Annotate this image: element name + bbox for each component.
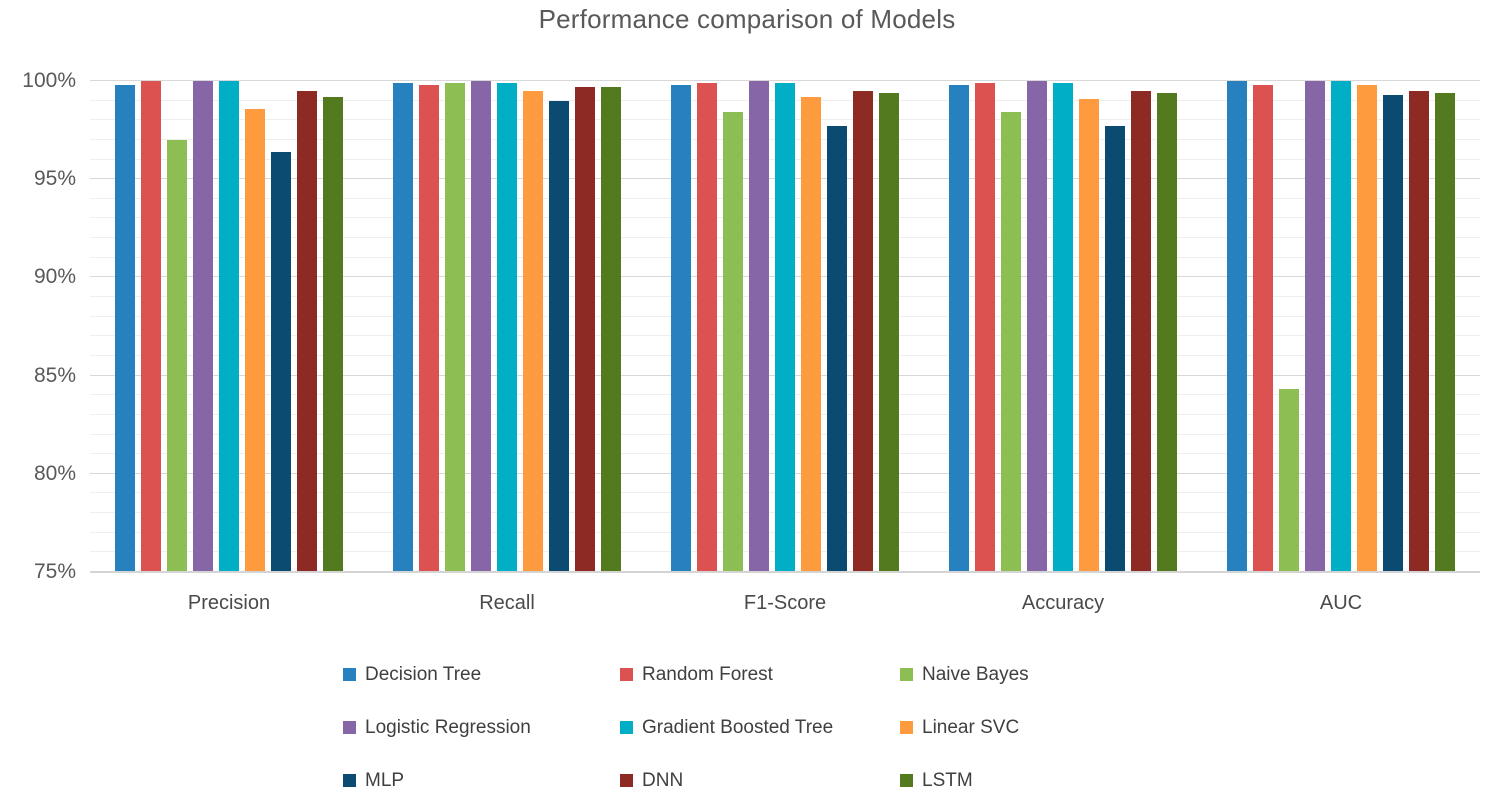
x-tick-auc: AUC [1319, 592, 1363, 614]
x-axis-labels: Precision Recall F1-Score Accuracy AUC [90, 592, 1480, 615]
bar-dnn-f1-score [853, 90, 873, 572]
bar-lstm-f1-score [879, 92, 899, 572]
bar-mlp-precision [271, 151, 291, 572]
legend-swatch-dnn [620, 774, 633, 787]
bar-logistic-regression-f1-score [749, 81, 769, 572]
bar-naive-bayes-precision [167, 139, 187, 572]
bar-gradient-boosted-tree-accuracy [1053, 82, 1073, 572]
legend-item-decision-tree: Decision Tree [343, 664, 620, 686]
legend-item-linear-svc: Linear SVC [900, 717, 1160, 739]
y-tick-95pct: 95% [33, 167, 76, 191]
plot-area [90, 80, 1480, 573]
legend-item-logistic-regression: Logistic Regression [343, 717, 620, 739]
bar-logistic-regression-accuracy [1027, 81, 1047, 572]
bar-logistic-regression-auc [1305, 81, 1325, 572]
bar-lstm-accuracy [1157, 92, 1177, 572]
bar-dnn-precision [297, 90, 317, 572]
y-tick-90pct: 90% [33, 265, 76, 289]
y-tick-80pct: 80% [33, 461, 76, 485]
y-tick-75pct: 75% [33, 560, 76, 583]
legend-swatch-linear-svc [900, 721, 913, 734]
legend-swatch-naive-bayes [900, 668, 913, 681]
bar-decision-tree-precision [115, 84, 135, 572]
bar-mlp-accuracy [1105, 126, 1125, 572]
bar-logistic-regression-recall [471, 81, 491, 572]
bar-decision-tree-f1-score [671, 84, 691, 572]
bar-gradient-boosted-tree-auc [1331, 81, 1351, 572]
legend-label-dnn: DNN [642, 769, 684, 791]
bar-group-accuracy [924, 81, 1202, 572]
legend-label-linear-svc: Linear SVC [922, 716, 1020, 738]
bar-groups [90, 81, 1480, 572]
bar-linear-svc-precision [245, 108, 265, 572]
bar-naive-bayes-auc [1279, 389, 1299, 572]
bar-linear-svc-f1-score [801, 96, 821, 572]
legend-label-mlp: MLP [365, 769, 405, 791]
bar-linear-svc-auc [1357, 84, 1377, 572]
legend-swatch-lstm [900, 774, 913, 787]
bar-dnn-recall [575, 86, 595, 572]
bar-lstm-precision [323, 96, 343, 572]
legend-swatch-decision-tree [343, 668, 356, 681]
legend: Decision Tree Random Forest Naive Bayes Log… [343, 648, 1160, 804]
bar-decision-tree-accuracy [949, 84, 969, 572]
bar-naive-bayes-accuracy [1001, 112, 1021, 572]
bar-naive-bayes-f1-score [723, 112, 743, 572]
legend-label-naive-bayes: Naive Bayes [922, 663, 1029, 685]
bar-random-forest-f1-score [697, 82, 717, 572]
bar-lstm-auc [1435, 92, 1455, 572]
major-gridline-100 [90, 80, 1480, 81]
bar-decision-tree-recall [393, 82, 413, 572]
chart-title: Performance comparison of Models [538, 4, 956, 34]
legend-item-lstm: LSTM [900, 770, 1160, 792]
bar-mlp-f1-score [827, 126, 847, 572]
legend-label-random-forest: Random Forest [642, 663, 773, 685]
bar-random-forest-recall [419, 84, 439, 572]
bar-group-recall [368, 81, 646, 572]
legend-label-gradient-boosted-tree: Gradient Boosted Tree [642, 716, 834, 738]
legend-label-logistic-regression: Logistic Regression [365, 716, 531, 738]
x-tick-f1-score: F1-Score [743, 592, 827, 614]
bar-gradient-boosted-tree-precision [219, 81, 239, 572]
legend-item-mlp: MLP [343, 770, 620, 792]
bar-group-f1-score [646, 81, 924, 572]
legend-label-decision-tree: Decision Tree [365, 663, 482, 685]
bar-mlp-auc [1383, 94, 1403, 572]
bar-gradient-boosted-tree-recall [497, 82, 517, 572]
bar-decision-tree-auc [1227, 81, 1247, 572]
bar-lstm-recall [601, 86, 621, 572]
legend-item-dnn: DNN [620, 770, 900, 792]
bar-random-forest-precision [141, 81, 161, 572]
legend-swatch-mlp [343, 774, 356, 787]
legend-label-lstm: LSTM [922, 769, 973, 791]
bar-random-forest-auc [1253, 84, 1273, 572]
x-axis-line [90, 571, 1480, 573]
bar-dnn-accuracy [1131, 90, 1151, 572]
legend-item-naive-bayes: Naive Bayes [900, 664, 1160, 686]
legend-swatch-logistic-regression [343, 721, 356, 734]
legend-swatch-random-forest [620, 668, 633, 681]
y-tick-100pct: 100% [22, 69, 76, 92]
x-tick-accuracy: Accuracy [1021, 592, 1105, 614]
x-tick-precision: Precision [187, 592, 271, 614]
bar-dnn-auc [1409, 90, 1429, 572]
y-tick-85pct: 85% [33, 363, 76, 387]
bar-group-auc [1202, 81, 1480, 572]
x-tick-recall: Recall [479, 592, 535, 614]
bar-mlp-recall [549, 100, 569, 572]
legend-swatch-gradient-boosted-tree [620, 721, 633, 734]
bar-group-precision [90, 81, 368, 572]
legend-item-gradient-boosted-tree: Gradient Boosted Tree [620, 717, 900, 739]
bar-linear-svc-recall [523, 90, 543, 572]
bar-linear-svc-accuracy [1079, 98, 1099, 572]
bar-random-forest-accuracy [975, 82, 995, 572]
bar-gradient-boosted-tree-f1-score [775, 82, 795, 572]
y-axis-labels: 100% 95% 90% 85% 80% 75% [0, 69, 78, 583]
bar-logistic-regression-precision [193, 81, 213, 572]
bar-naive-bayes-recall [445, 82, 465, 572]
legend-item-random-forest: Random Forest [620, 664, 900, 686]
